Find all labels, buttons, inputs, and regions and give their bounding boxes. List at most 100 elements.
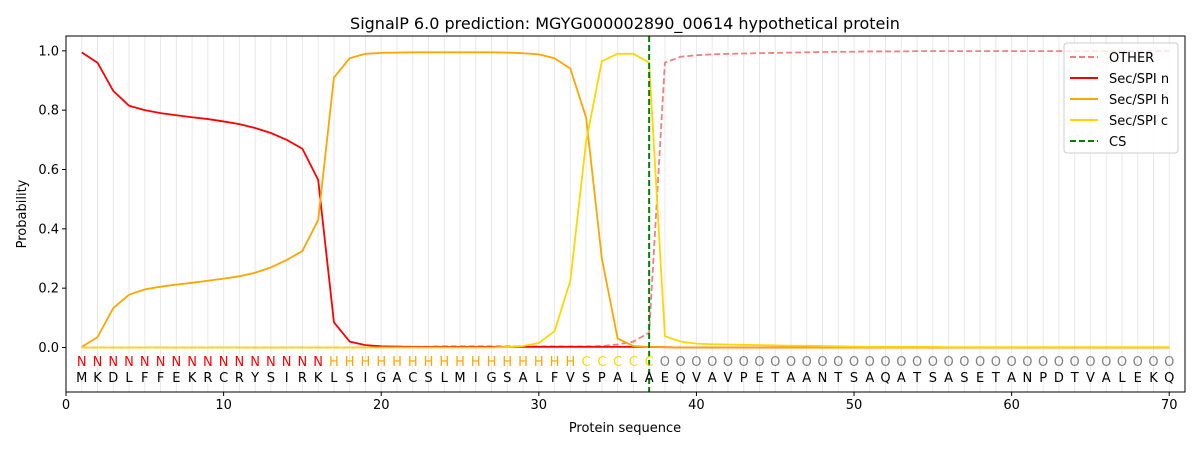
- data-layer: [81, 36, 1170, 392]
- sequence-residue: A: [897, 371, 906, 386]
- sequence-residue: L: [535, 371, 543, 386]
- sequence-residue: S: [503, 371, 511, 386]
- sequence-residue: Q: [676, 371, 686, 386]
- region-label: N: [313, 355, 323, 370]
- sequence-residue: Q: [880, 371, 890, 386]
- sequence-residue: A: [865, 371, 874, 386]
- sequence-residue: K: [93, 371, 102, 386]
- sequence-residue: T: [770, 371, 779, 386]
- region-label: O: [1101, 355, 1111, 370]
- legend-box: [1063, 42, 1179, 154]
- legend-label: Sec/SPI h: [1109, 93, 1169, 108]
- region-label: N: [140, 355, 150, 370]
- sequence-residue: T: [912, 371, 921, 386]
- region-label: O: [676, 355, 686, 370]
- sequence-residue: F: [551, 371, 558, 386]
- legend-label: Sec/SPI c: [1109, 114, 1168, 129]
- x-tick-label: 10: [215, 398, 232, 413]
- region-label: O: [833, 355, 843, 370]
- sequence-residue: A: [787, 371, 796, 386]
- sequence-residue: L: [1118, 371, 1126, 386]
- region-label: O: [1164, 355, 1174, 370]
- region-label: H: [424, 355, 434, 370]
- sequence-residue: P: [1039, 371, 1047, 386]
- y-axis-label: Probability: [15, 179, 30, 248]
- grid-layer: [81, 36, 1170, 392]
- region-label: O: [1133, 355, 1143, 370]
- y-tick-label: 0.6: [38, 163, 59, 178]
- region-label: C: [645, 355, 654, 370]
- sequence-residue: F: [157, 371, 164, 386]
- plot-frame: [65, 35, 1186, 393]
- region-label: N: [250, 355, 260, 370]
- region-label: O: [739, 355, 749, 370]
- sequence-residue: L: [441, 371, 449, 386]
- sequence-residue: L: [630, 371, 638, 386]
- series-line: [81, 51, 1170, 349]
- x-tick-label: 20: [373, 398, 390, 413]
- legend: OTHER Sec/SPI n Sec/SPI h Sec/SPI c CS: [1063, 42, 1179, 154]
- sequence-residue: I: [364, 371, 368, 386]
- sequence-residue: A: [393, 371, 402, 386]
- region-label: C: [629, 355, 638, 370]
- region-label: O: [1117, 355, 1127, 370]
- sequence-residue: V: [723, 371, 732, 386]
- region-label: H: [455, 355, 465, 370]
- region-label: N: [234, 355, 244, 370]
- sequence-residue: P: [740, 371, 748, 386]
- region-label: O: [943, 355, 953, 370]
- region-label: H: [487, 355, 497, 370]
- sequence-residue: A: [1102, 371, 1111, 386]
- series-line: [81, 50, 1170, 349]
- sequence-residue: T: [833, 371, 842, 386]
- chart-title: SignalP 6.0 prediction: MGYG000002890_00…: [350, 14, 900, 34]
- sequence-residue: S: [929, 371, 937, 386]
- sequence-residue: A: [802, 371, 811, 386]
- region-label: H: [329, 355, 339, 370]
- region-label: H: [518, 355, 528, 370]
- region-label: O: [1007, 355, 1017, 370]
- sequence-residue: N: [818, 371, 828, 386]
- sequence-residue: A: [1007, 371, 1016, 386]
- region-label: O: [1148, 355, 1158, 370]
- region-label: H: [471, 355, 481, 370]
- sequence-residue: K: [1149, 371, 1158, 386]
- sequence-residue: A: [708, 371, 717, 386]
- sequence-residue: I: [474, 371, 478, 386]
- region-label: O: [865, 355, 875, 370]
- sequence-residue: R: [203, 371, 212, 386]
- region-label: O: [849, 355, 859, 370]
- sequence-residue: S: [582, 371, 590, 386]
- sequence-residue: M: [454, 371, 465, 386]
- region-label: N: [171, 355, 181, 370]
- region-label: N: [93, 355, 103, 370]
- region-label: H: [439, 355, 449, 370]
- region-label: O: [912, 355, 922, 370]
- x-tick-label: 30: [531, 398, 548, 413]
- region-label: H: [550, 355, 560, 370]
- region-label: O: [1022, 355, 1032, 370]
- y-tick-label: 0.0: [38, 341, 59, 356]
- region-label: H: [392, 355, 402, 370]
- sequence-residue: L: [330, 371, 338, 386]
- region-label: O: [817, 355, 827, 370]
- sequence-residue: V: [1086, 371, 1095, 386]
- sequence-residue: S: [267, 371, 275, 386]
- sequence-residue: S: [346, 371, 354, 386]
- region-label: O: [928, 355, 938, 370]
- region-label: H: [408, 355, 418, 370]
- region-label: N: [124, 355, 134, 370]
- region-label: N: [187, 355, 197, 370]
- series-line: [81, 51, 1170, 349]
- region-label: N: [77, 355, 87, 370]
- region-label: H: [376, 355, 386, 370]
- region-label: O: [975, 355, 985, 370]
- sequence-residue: F: [141, 371, 148, 386]
- sequence-residue: A: [613, 371, 622, 386]
- region-label: H: [565, 355, 575, 370]
- sequence-residue: D: [1054, 371, 1064, 386]
- region-label: N: [219, 355, 229, 370]
- x-axis-label: Protein sequence: [569, 421, 681, 436]
- region-label: O: [691, 355, 701, 370]
